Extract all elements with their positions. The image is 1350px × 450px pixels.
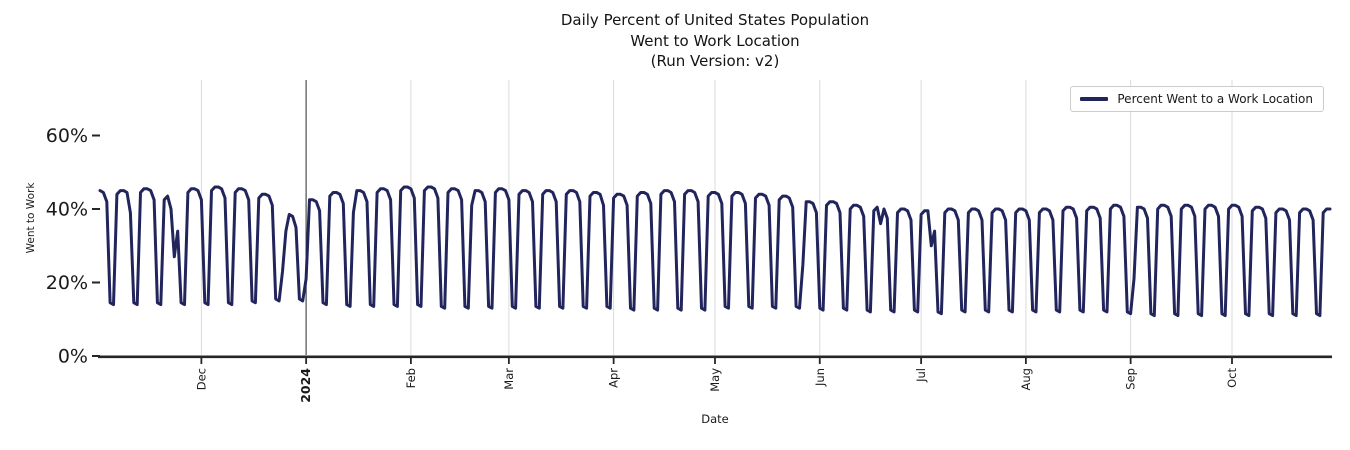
y-tick-label: 60% (46, 125, 88, 147)
x-tick-label: Sep (1124, 368, 1138, 390)
y-tick-label: 20% (46, 272, 88, 294)
x-tick-label: Jun (813, 368, 827, 387)
legend: Percent Went to a Work Location (1070, 86, 1324, 112)
x-tick-label: Mar (502, 368, 516, 390)
chart-title-line-3: (Run Version: v2) (650, 52, 780, 70)
y-tick-label: 0% (58, 346, 88, 368)
data-line-percent-went-to-work (98, 185, 1332, 318)
x-tick-label: Feb (404, 368, 418, 388)
legend-label: Percent Went to a Work Location (1117, 92, 1313, 106)
legend-line-swatch (1080, 97, 1109, 101)
chart-title-line-1: Daily Percent of United States Populatio… (560, 11, 870, 29)
x-tick-label: May (708, 368, 722, 392)
x-tick-label: Jul (914, 368, 928, 383)
x-tick-label: Apr (607, 368, 621, 388)
chart-title: Daily Percent of United States Populatio… (100, 10, 1330, 72)
x-tick-label: 2024 (298, 368, 313, 403)
y-tick-label: 40% (46, 199, 88, 221)
x-tick-label: Oct (1225, 368, 1239, 388)
chart-title-line-2: Went to Work Location (630, 31, 800, 50)
x-tick-label: Aug (1019, 368, 1033, 390)
x-tick-label: Dec (194, 368, 208, 390)
x-axis-label: Date (701, 412, 729, 426)
y-axis-label: Went to Work (25, 182, 37, 254)
